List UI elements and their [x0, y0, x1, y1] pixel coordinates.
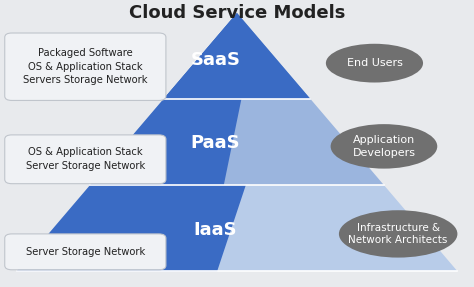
Text: IaaS: IaaS: [194, 221, 237, 238]
Polygon shape: [164, 13, 310, 99]
FancyBboxPatch shape: [5, 135, 166, 184]
Ellipse shape: [331, 124, 437, 169]
Polygon shape: [164, 13, 237, 99]
FancyBboxPatch shape: [5, 33, 166, 100]
Text: Infrastructure &
Network Architects: Infrastructure & Network Architects: [348, 223, 448, 245]
Text: Application
Developers: Application Developers: [353, 135, 415, 158]
Polygon shape: [90, 99, 384, 185]
Polygon shape: [17, 185, 457, 271]
Polygon shape: [90, 99, 241, 185]
Ellipse shape: [339, 210, 457, 258]
Text: OS & Application Stack
Server Storage Network: OS & Application Stack Server Storage Ne…: [26, 148, 145, 171]
Text: Packaged Software
OS & Application Stack
Servers Storage Network: Packaged Software OS & Application Stack…: [23, 48, 147, 85]
Text: Cloud Service Models: Cloud Service Models: [129, 4, 345, 22]
Text: Server Storage Network: Server Storage Network: [26, 247, 145, 257]
Polygon shape: [17, 185, 246, 271]
Ellipse shape: [326, 44, 423, 83]
Text: SaaS: SaaS: [191, 51, 241, 69]
Text: End Users: End Users: [346, 58, 402, 68]
Text: PaaS: PaaS: [191, 135, 240, 152]
Polygon shape: [164, 13, 310, 99]
FancyBboxPatch shape: [5, 234, 166, 270]
